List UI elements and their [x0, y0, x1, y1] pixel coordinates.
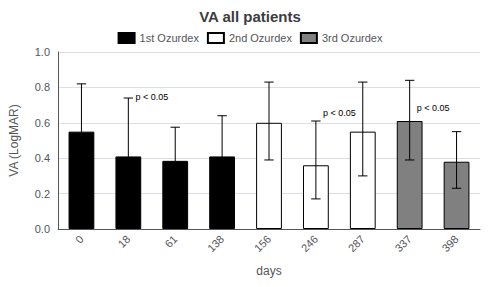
svg-text:1st Ozurdex: 1st Ozurdex — [140, 32, 200, 44]
svg-text:p < 0.05: p < 0.05 — [135, 92, 168, 102]
svg-text:61: 61 — [162, 233, 179, 250]
svg-text:days: days — [256, 264, 281, 278]
svg-text:VA (LogMAR): VA (LogMAR) — [7, 104, 21, 176]
svg-text:337: 337 — [392, 233, 413, 254]
svg-text:0.2: 0.2 — [35, 188, 50, 200]
svg-text:0.4: 0.4 — [35, 152, 50, 164]
svg-text:0.0: 0.0 — [35, 223, 50, 235]
svg-text:287: 287 — [346, 233, 367, 254]
svg-text:2nd Ozurdex: 2nd Ozurdex — [229, 32, 292, 44]
svg-text:3rd Ozurdex: 3rd Ozurdex — [322, 32, 383, 44]
svg-text:VA all patients: VA all patients — [199, 8, 301, 25]
svg-text:0: 0 — [73, 233, 86, 246]
svg-text:398: 398 — [439, 233, 460, 254]
svg-text:246: 246 — [299, 233, 320, 254]
svg-text:1.0: 1.0 — [35, 46, 50, 58]
svg-text:p < 0.05: p < 0.05 — [323, 108, 356, 118]
svg-text:138: 138 — [205, 233, 226, 254]
svg-text:0.6: 0.6 — [35, 117, 50, 129]
svg-text:156: 156 — [252, 233, 273, 254]
svg-text:p < 0.05: p < 0.05 — [417, 103, 450, 113]
svg-text:0.8: 0.8 — [35, 81, 50, 93]
svg-text:18: 18 — [115, 233, 132, 250]
